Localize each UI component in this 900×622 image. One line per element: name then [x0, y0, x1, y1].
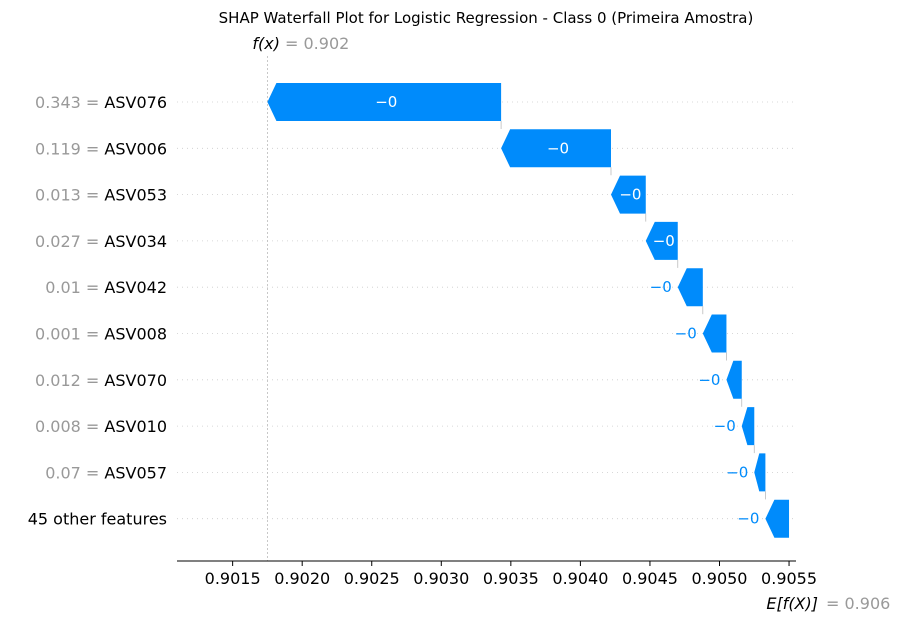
feature-name: ASV010	[104, 417, 167, 436]
feature-name: ASV006	[104, 139, 167, 158]
bar-value-label: −0	[653, 232, 675, 250]
x-tick-label: 0.9045	[622, 569, 678, 588]
feature-label: 0.027 = ASV034	[35, 232, 167, 251]
feature-name: ASV070	[104, 371, 167, 390]
feature-labels-layer: 0.343 = ASV076 0.119 = ASV006 0.013 = ASV0…	[28, 93, 167, 529]
waterfall-bar	[741, 407, 755, 446]
waterfall-bar	[726, 360, 742, 399]
waterfall-bar	[754, 453, 766, 492]
feature-label: 0.001 = ASV008	[35, 325, 167, 344]
feature-label: 0.008 = ASV010	[35, 417, 167, 436]
feature-value: 0.119 =	[35, 139, 104, 158]
efx-annotation: E[f(X)] = 0.906	[766, 594, 890, 613]
bar-value-label: −0	[547, 139, 569, 157]
feature-label: 0.01 = ASV042	[45, 278, 167, 297]
bars-layer: −0 −0 −0 −0 −0 −0 −0 −0 −0 −0	[267, 83, 790, 538]
efx-value: = 0.906	[826, 594, 890, 613]
x-axis-ticks: 0.9015 0.9020 0.9025 0.9030 0.9035 0.9040 0.90…	[205, 561, 817, 588]
feature-value: 0.07 =	[45, 463, 104, 482]
waterfall-bar	[765, 499, 790, 538]
bar-value-label: −0	[650, 278, 672, 296]
x-tick-label: 0.9040	[552, 569, 608, 588]
feature-label: 0.119 = ASV006	[35, 139, 167, 158]
feature-name: ASV076	[104, 93, 167, 112]
feature-name: ASV053	[104, 186, 167, 205]
bar-value-label: −0	[619, 186, 641, 204]
feature-value: 0.01 =	[45, 278, 104, 297]
bar-value-label: −0	[726, 463, 748, 481]
waterfall-bar	[645, 221, 678, 260]
feature-name: ASV034	[104, 232, 167, 251]
bar-value-label: −0	[375, 93, 397, 111]
feature-label: 0.343 = ASV076	[35, 93, 167, 112]
feature-name: ASV057	[104, 463, 167, 482]
bar-value-label: −0	[698, 371, 720, 389]
feature-value: 0.343 =	[35, 93, 104, 112]
x-tick-label: 0.9015	[205, 569, 261, 588]
feature-label: 0.013 = ASV053	[35, 186, 167, 205]
feature-value: 0.013 =	[35, 186, 104, 205]
feature-label: 0.012 = ASV070	[35, 371, 167, 390]
feature-value: 0.008 =	[35, 417, 104, 436]
x-tick-label: 0.9050	[692, 569, 748, 588]
feature-label: 0.07 = ASV057	[45, 463, 167, 482]
waterfall-bar	[267, 83, 502, 121]
feature-value: 0.012 =	[35, 371, 104, 390]
waterfall-bar	[501, 129, 611, 168]
bar-value-label: −0	[675, 325, 697, 343]
fx-label: f(x)	[252, 34, 280, 53]
x-tick-label: 0.9035	[483, 569, 539, 588]
waterfall-bar	[677, 268, 703, 307]
feature-label: 45 other features	[28, 510, 167, 529]
fx-value: = 0.902	[285, 34, 349, 53]
chart-title: SHAP Waterfall Plot for Logistic Regress…	[219, 9, 754, 27]
feature-name: ASV042	[104, 278, 167, 297]
x-tick-label: 0.9025	[344, 569, 400, 588]
x-tick-label: 0.9055	[761, 569, 817, 588]
efx-label: E[f(X)]	[766, 594, 818, 613]
bar-value-label: −0	[714, 417, 736, 435]
x-tick-label: 0.9020	[274, 569, 330, 588]
fx-annotation: f(x) = 0.902	[252, 34, 349, 53]
x-tick-label: 0.9030	[413, 569, 469, 588]
feature-name: 45 other features	[28, 510, 167, 529]
bar-value-label: −0	[737, 510, 759, 528]
feature-value: 0.001 =	[35, 325, 104, 344]
feature-value: 0.027 =	[35, 232, 104, 251]
waterfall-bar	[702, 314, 727, 353]
waterfall-bar	[610, 175, 646, 214]
feature-name: ASV008	[104, 325, 167, 344]
